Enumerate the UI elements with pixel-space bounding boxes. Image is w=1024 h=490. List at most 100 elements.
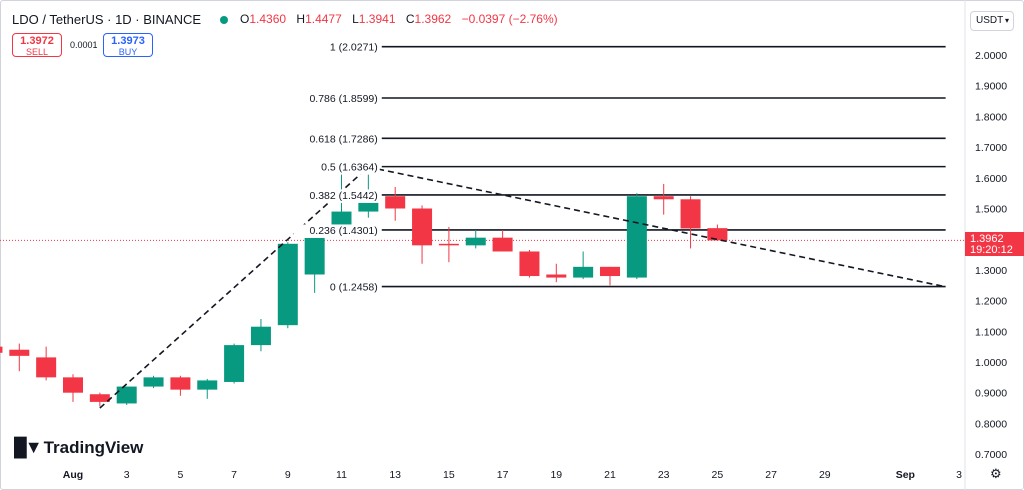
candle-body xyxy=(63,377,83,393)
y-tick-label: 0.9000 xyxy=(975,388,1007,400)
x-tick-label: 23 xyxy=(658,469,670,481)
low-label: L xyxy=(352,12,359,26)
x-tick-label: Aug xyxy=(63,469,83,481)
trend-line xyxy=(368,166,946,288)
candle-body xyxy=(143,377,164,387)
x-tick-label: Sep xyxy=(896,469,915,481)
candle-body xyxy=(197,380,218,390)
y-tick-label: 1.1000 xyxy=(975,326,1007,338)
fib-level-label: 0.382 (1.5442) xyxy=(309,190,377,202)
fib-level-label: 0.786 (1.8599) xyxy=(309,93,377,105)
trend-line xyxy=(99,166,369,409)
y-tick-label: 1.9000 xyxy=(975,81,1007,93)
x-tick-label: 11 xyxy=(336,469,347,481)
low-value: 1.3941 xyxy=(358,12,396,26)
tradingview-logo-icon: █▼ xyxy=(14,437,43,457)
x-tick-label: 5 xyxy=(177,469,183,481)
fib-level-label-bg xyxy=(305,161,380,175)
x-tick-label: 25 xyxy=(712,469,724,481)
buy-button[interactable]: 1.3973 BUY xyxy=(103,33,153,57)
last-price-tag: 1.3962 19:20:12 xyxy=(965,232,1024,256)
tradingview-logo[interactable]: █▼ TradingView xyxy=(14,437,143,458)
y-tick-label: 1.0000 xyxy=(975,357,1007,369)
high-value: 1.4477 xyxy=(305,12,342,26)
candle-body xyxy=(36,357,57,378)
candle-body xyxy=(89,394,110,402)
x-tick-label: 19 xyxy=(550,469,562,481)
candle-body xyxy=(331,211,352,227)
fib-level-label-bg xyxy=(293,132,380,147)
buy-price: 1.3973 xyxy=(111,35,145,47)
candle-body xyxy=(385,196,406,209)
candle-body xyxy=(465,237,486,246)
candle-body xyxy=(224,345,245,382)
open-label: O xyxy=(240,12,250,26)
candle-body xyxy=(116,386,137,404)
buy-label: BUY xyxy=(118,47,138,57)
x-tick-label: 15 xyxy=(443,469,455,481)
x-tick-label: 7 xyxy=(231,469,237,481)
candle-body xyxy=(412,208,433,246)
candle-body xyxy=(707,228,728,241)
candle-body xyxy=(653,196,674,200)
sell-button[interactable]: 1.3972 SELL xyxy=(12,33,62,57)
y-tick-label: 2.0000 xyxy=(975,50,1007,62)
fib-level-label-bg xyxy=(316,41,380,55)
y-tick-label: 1.7000 xyxy=(975,142,1007,154)
chevron-down-icon: ▾ xyxy=(1004,16,1009,25)
spread-value: 0.0001 xyxy=(70,40,98,50)
candle-body xyxy=(0,346,3,353)
fib-level-label: 1 (2.0271) xyxy=(330,42,378,54)
candle-body xyxy=(277,243,298,326)
y-tick-label: 1.2000 xyxy=(975,296,1007,308)
fib-level-label: 0.236 (1.4301) xyxy=(309,225,377,237)
candle-body xyxy=(573,266,594,278)
candle-body xyxy=(250,326,271,346)
sell-label: SELL xyxy=(25,47,49,57)
gear-icon[interactable]: ⚙ xyxy=(990,466,1002,481)
x-tick-label: 13 xyxy=(389,469,401,481)
x-tick-label: 27 xyxy=(765,469,777,481)
candle-countdown: 19:20:12 xyxy=(970,244,1013,256)
close-value: 1.3962 xyxy=(414,12,452,26)
x-tick-label: 9 xyxy=(285,469,291,481)
close-label: C xyxy=(405,12,415,26)
candle-body xyxy=(600,266,620,277)
y-tick-label: 1.3000 xyxy=(975,265,1007,277)
high-label: H xyxy=(296,12,306,26)
y-tick-label: 1.8000 xyxy=(975,111,1007,123)
y-tick-label: 1.6000 xyxy=(975,173,1007,185)
candle-body xyxy=(680,199,701,229)
y-tick-label: 1.5000 xyxy=(975,204,1007,216)
x-tick-label: 29 xyxy=(819,469,831,481)
candle-body xyxy=(304,226,325,275)
currency-selector[interactable]: USDT ▾ xyxy=(970,11,1014,31)
x-tick-label: 17 xyxy=(497,469,509,481)
candle-body xyxy=(9,349,30,356)
fib-level-label: 0 (1.2458) xyxy=(330,282,378,294)
currency-label: USDT xyxy=(976,15,1004,26)
fib-level-label-bg xyxy=(316,281,380,295)
y-tick-label: 0.7000 xyxy=(975,449,1007,461)
candle-body xyxy=(626,196,647,278)
x-tick-label: 3 xyxy=(124,469,130,481)
fib-level-label-bg xyxy=(293,224,380,238)
change-value: −0.0397 (−2.76%) xyxy=(461,12,558,26)
candle-body xyxy=(492,237,513,252)
fib-level-label-bg xyxy=(293,92,380,107)
candle-body xyxy=(519,251,540,277)
last-price-value: 1.3962 xyxy=(970,233,1004,245)
market-status-dot xyxy=(220,16,228,24)
x-tick-label: 3 xyxy=(956,469,962,481)
fib-level-label-bg xyxy=(293,189,380,203)
x-tick-label: 21 xyxy=(604,469,616,481)
ohlc-readout: O1.4360 H1.4477 L1.3941 C1.3962 −0.0397 … xyxy=(240,12,565,26)
candle-body xyxy=(438,243,459,246)
open-value: 1.4360 xyxy=(249,12,287,26)
y-tick-label: 0.8000 xyxy=(975,418,1007,430)
candle-body xyxy=(170,377,191,390)
brand-name: TradingView xyxy=(43,438,144,457)
fib-level-label: 0.618 (1.7286) xyxy=(309,133,377,145)
symbol-title[interactable]: LDO / TetherUS · 1D · BINANCE xyxy=(12,12,202,27)
